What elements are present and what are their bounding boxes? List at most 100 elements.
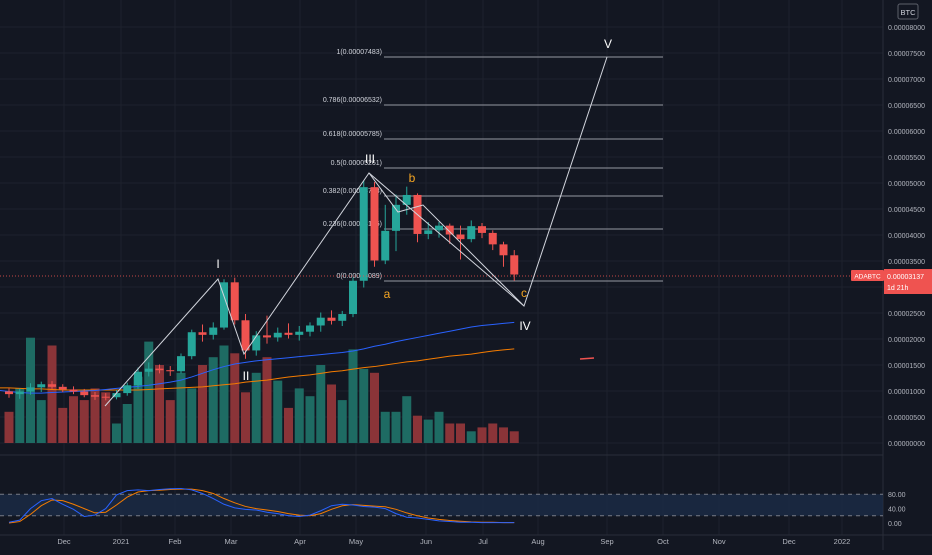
candle-body: [263, 335, 271, 338]
time-axis-label: Nov: [712, 537, 726, 546]
time-axis-label: 2022: [834, 537, 851, 546]
candle-body: [187, 332, 196, 357]
candle-body: [220, 282, 228, 328]
volume-bar: [434, 411, 444, 443]
volume-bar: [230, 353, 240, 443]
volume-bar: [380, 411, 390, 443]
stoch-axis-label: 80.00: [888, 492, 906, 499]
volume-bar: [262, 357, 272, 443]
candle-body: [37, 384, 46, 388]
candle-body: [15, 391, 24, 395]
stoch-d-line: [8, 488, 515, 524]
time-axis-label: Dec: [57, 537, 71, 546]
candle-body: [112, 393, 121, 398]
candle-body: [58, 386, 67, 390]
axes: 0.00008000 0.00007500 0.00007000 0.00006500…: [57, 25, 925, 546]
candle-body: [209, 327, 218, 335]
candle-body: [327, 317, 336, 321]
volume-bar: [36, 400, 46, 443]
candle-body: [456, 234, 465, 240]
candle-body: [273, 332, 282, 338]
candle-body: [488, 232, 497, 245]
volume-bar: [413, 415, 422, 443]
price-axis-label: 0.00006000: [888, 129, 925, 136]
price-tag-box: [884, 269, 932, 294]
candle-body: [478, 226, 486, 233]
volume-bar: [58, 407, 68, 443]
volume-bar: [456, 423, 465, 443]
fib-level-label: 0.5(0.00005261): [331, 160, 382, 167]
price-axis-label: 0.00004500: [888, 207, 925, 214]
volume-bar: [477, 427, 487, 443]
candle-body: [198, 332, 207, 335]
candle-body: [230, 282, 239, 321]
price-axis-label: 0.00000500: [888, 415, 925, 422]
candle-body: [69, 389, 78, 392]
candle-body: [338, 314, 347, 321]
candle-body: [134, 371, 142, 386]
volume-bar: [112, 423, 121, 443]
correction-label: a: [384, 287, 391, 301]
candle-body: [445, 225, 454, 235]
volume-bar: [219, 345, 229, 443]
volume-bar: [423, 419, 433, 443]
candle-body: [48, 384, 56, 387]
candle-body: [155, 368, 164, 371]
candle-body: [101, 396, 110, 398]
volume-bar: [101, 392, 111, 443]
price-axis-label: 0.00001500: [888, 363, 925, 370]
stoch-axis-label: 0.00: [888, 521, 902, 528]
volume-bar: [176, 372, 186, 443]
price-tag-value: 0.00003137: [887, 274, 924, 281]
time-axis-label: 2021: [113, 537, 130, 546]
candle-body: [370, 187, 379, 261]
candle-body: [284, 332, 293, 335]
candle-body: [359, 187, 368, 281]
fib-level-label: 0.236(0.00004105): [323, 221, 382, 228]
volume-bar: [90, 388, 100, 443]
stoch-axis-label: 40.00: [888, 507, 906, 514]
stoch-band: [0, 493, 883, 517]
time-axis-label: Aug: [531, 537, 544, 546]
volume-bar: [198, 365, 207, 443]
volume-bar: [187, 388, 197, 443]
volume-bar: [348, 349, 358, 443]
stoch-overbought-oversold-band: [0, 494, 883, 516]
volume-bar: [359, 368, 369, 443]
fib-level-label: 0.786(0.00006532): [323, 97, 382, 104]
symbol-tag-box: [851, 270, 884, 281]
currency-badge: BTC: [901, 8, 917, 17]
volume-bar: [509, 431, 519, 443]
fib-level-label: 0.618(0.00005785): [323, 131, 382, 138]
volume-bar: [284, 407, 293, 443]
price-axis-label: 0.00003500: [888, 259, 925, 266]
volume-bar: [391, 411, 401, 443]
volume-bar: [499, 427, 508, 443]
wave-label: I: [216, 257, 219, 271]
symbol-tag: ADABTC: [854, 274, 881, 281]
volume-bar: [305, 396, 315, 443]
abc-correction-path: [368, 172, 525, 307]
correction-label: c: [521, 286, 527, 300]
wave-label: II: [243, 369, 250, 383]
price-axis-label: 0.00007500: [888, 51, 925, 58]
overlay-labels: BTC ADABTC 0.00003137 1d 21h: [851, 3, 932, 294]
price-axis-label: 0.00005500: [888, 155, 925, 162]
wave-label: IV: [519, 319, 530, 333]
currency-badge-box: [897, 3, 919, 20]
volume-bar: [15, 388, 25, 443]
volume-bar: [327, 384, 336, 443]
candle-body: [467, 226, 476, 240]
candle-body: [252, 335, 261, 351]
volume-bar: [133, 376, 143, 443]
wave-label: III: [365, 152, 375, 166]
elliott-wave-path: [104, 56, 608, 407]
candle-body: [349, 280, 357, 315]
volume-bar: [208, 357, 218, 443]
volume-bar: [4, 411, 14, 443]
fibonacci-retracement[interactable]: 0(0.00003089) 0.236(0.00004105) 0.382(0.00…: [323, 49, 663, 282]
volume-bar: [155, 365, 164, 443]
